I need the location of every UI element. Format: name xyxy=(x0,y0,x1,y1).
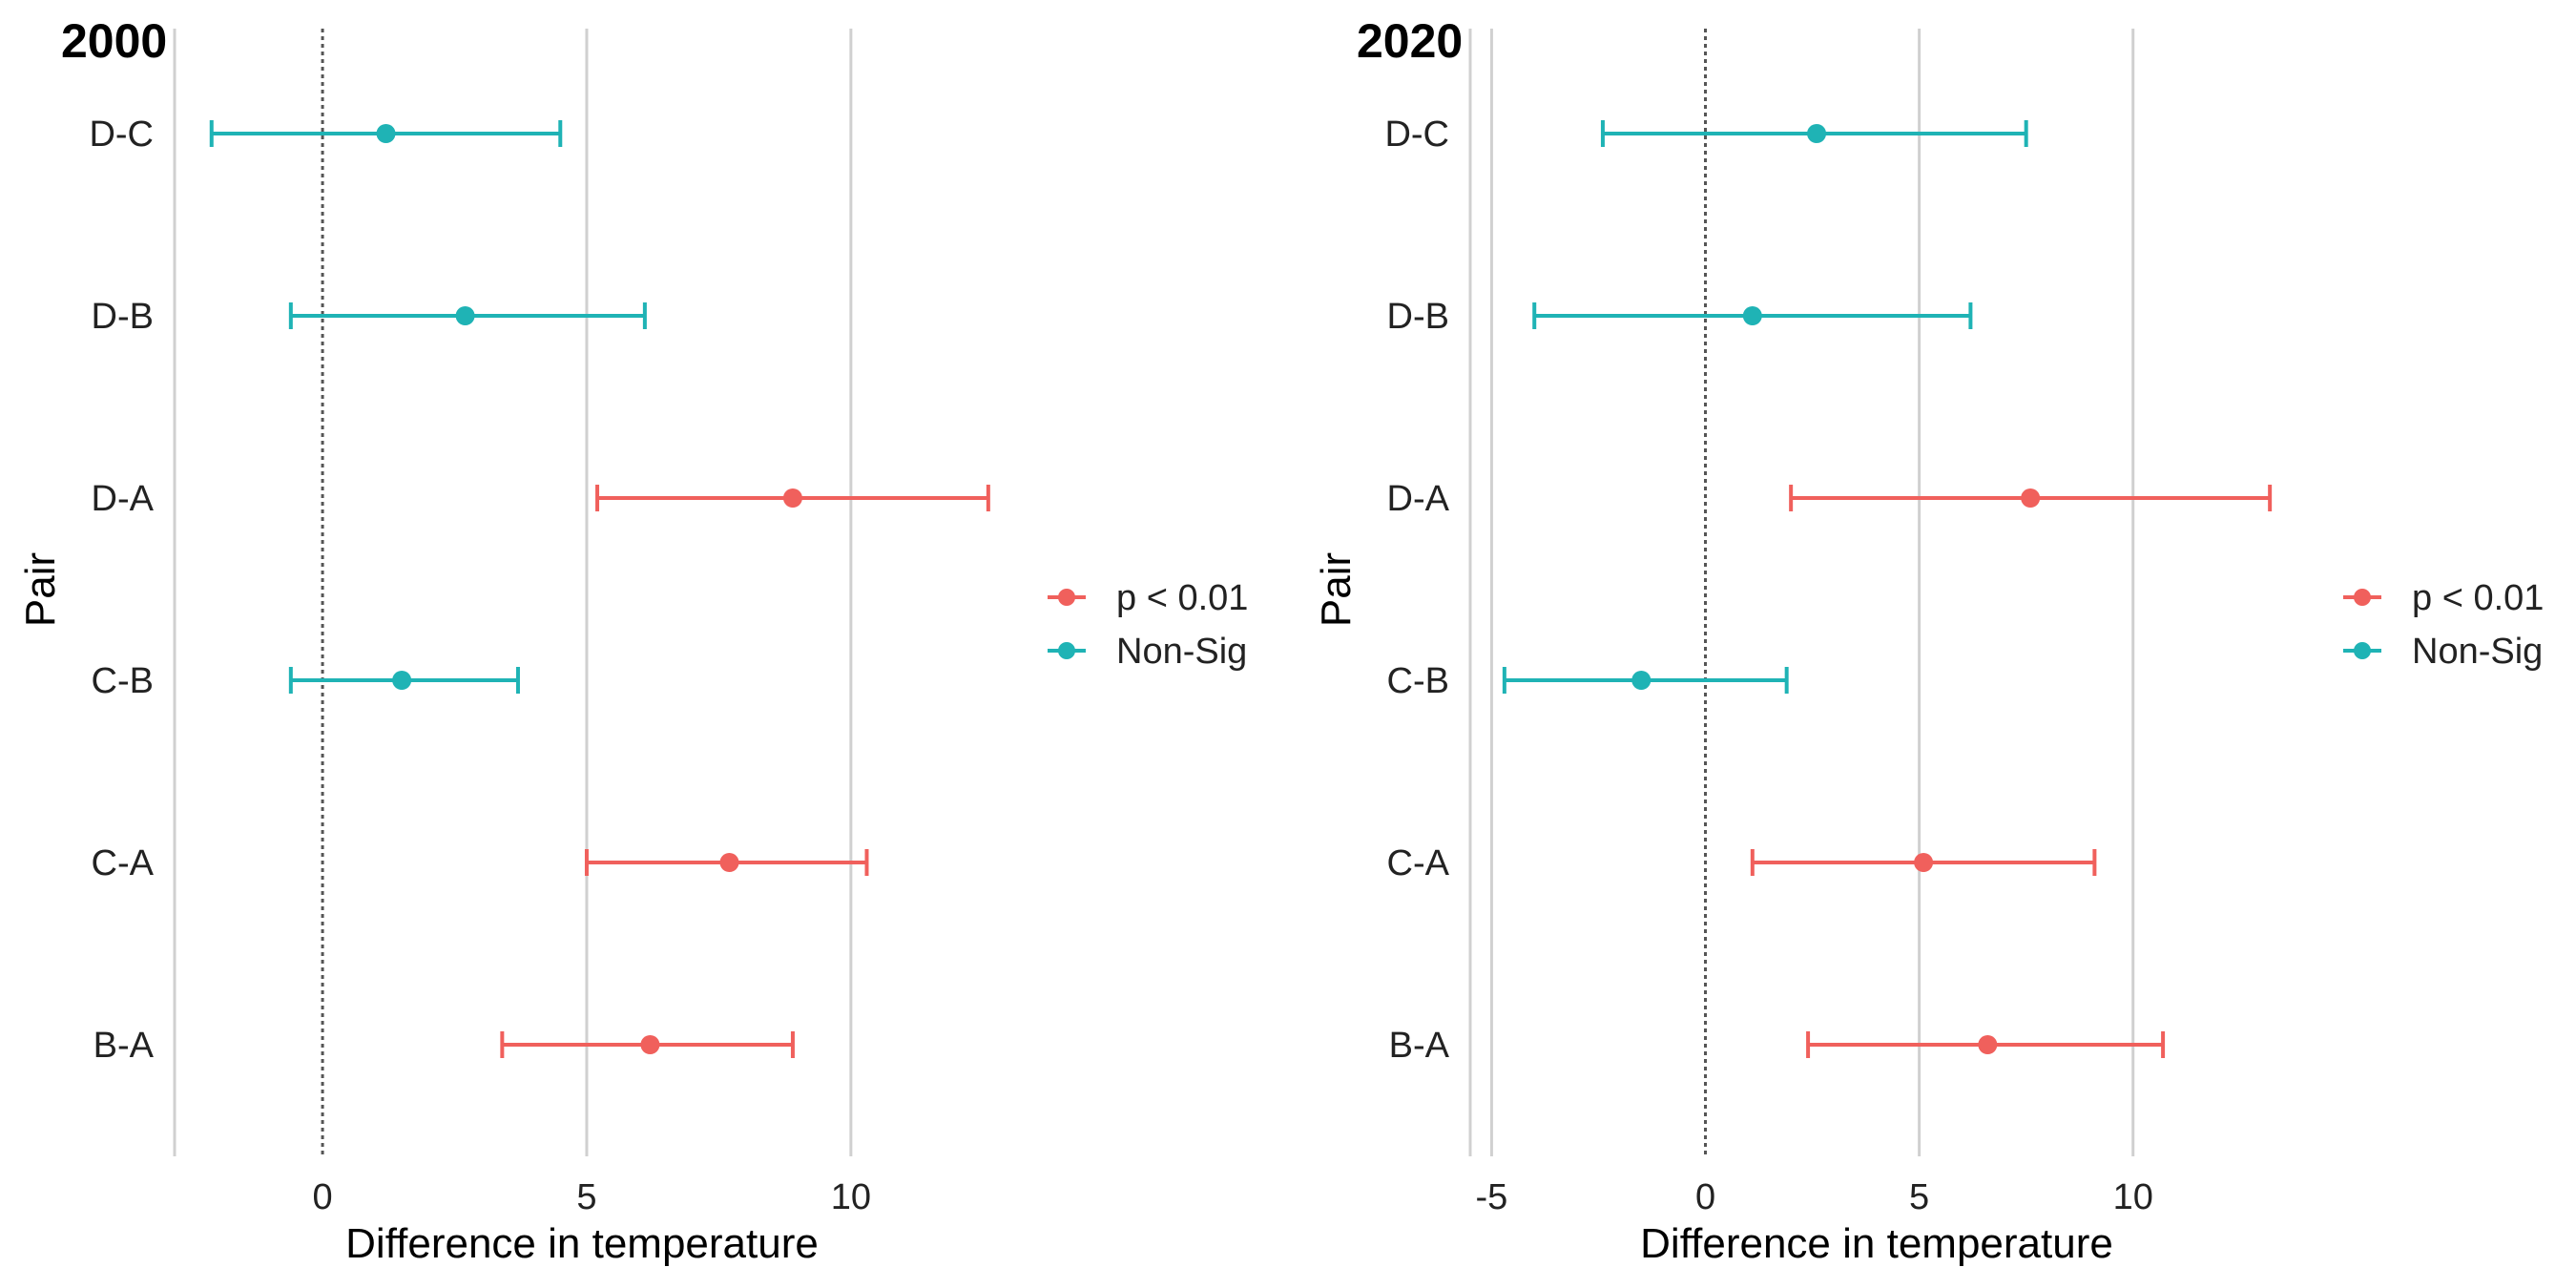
errorbar-d-b xyxy=(1532,302,1973,329)
errorbar-c-a xyxy=(584,849,869,876)
x-tick-label: 5 xyxy=(1909,1177,1929,1217)
errorbar-b-a xyxy=(1806,1031,2166,1058)
legend-label: Non-Sig xyxy=(2412,632,2543,672)
y-tick-label: B-A xyxy=(93,1026,155,1066)
x-tick-label: 10 xyxy=(2113,1177,2153,1217)
estimate-point xyxy=(1978,1035,1998,1054)
legend-item-sig: p < 0.01 xyxy=(1048,578,1248,618)
legend: p < 0.01 Non-Sig xyxy=(1048,578,1248,672)
y-tick-label: C-B xyxy=(92,661,154,701)
y-tick-label: C-B xyxy=(1387,661,1449,701)
estimate-point xyxy=(376,124,396,143)
y-tick-label: D-C xyxy=(89,114,154,155)
estimate-point xyxy=(719,853,739,872)
legend-label: Non-Sig xyxy=(1116,632,1247,672)
errorbar-d-a xyxy=(1789,485,2273,511)
legend-key-dot xyxy=(2354,589,2371,606)
estimate-point xyxy=(392,671,412,690)
y-tick-label: D-A xyxy=(1387,479,1450,519)
x-axis-title: Difference in temperature xyxy=(1640,1220,2113,1267)
legend-label: p < 0.01 xyxy=(1116,578,1248,618)
x-tick-label: 0 xyxy=(1695,1177,1715,1217)
panel-title: 2000 xyxy=(61,14,167,68)
estimate-point xyxy=(640,1035,660,1054)
x-tick-label: 5 xyxy=(576,1177,596,1217)
y-tick-label: C-A xyxy=(92,843,155,883)
errorbar-c-a xyxy=(1750,849,2097,876)
estimate-point xyxy=(1631,671,1652,690)
panel-2000: 0 5 10 D-C D-B D-A C-B C-A B-A 2000 Pair Differe… xyxy=(17,14,1248,1267)
x-tick-label: 10 xyxy=(831,1177,871,1217)
estimate-point xyxy=(782,488,802,508)
y-tick-label: D-B xyxy=(92,297,154,337)
errorbar-c-b xyxy=(288,667,520,694)
errorbar-d-c xyxy=(1600,120,2028,147)
legend-item-nonsig: Non-Sig xyxy=(2343,632,2543,672)
legend-key-dot xyxy=(1058,589,1075,606)
estimate-point xyxy=(1914,853,1934,872)
y-tick-label: C-A xyxy=(1387,843,1450,883)
y-tick-label: D-A xyxy=(92,479,155,519)
x-tick-label: 0 xyxy=(312,1177,332,1217)
plot-area: -5 0 5 10 D-C D-B D-A C-B C-A B-A xyxy=(1384,29,2273,1217)
x-axis-title: Difference in temperature xyxy=(345,1220,819,1267)
errorbar-c-b xyxy=(1502,667,1789,694)
errorbar-d-b xyxy=(288,302,647,329)
estimate-point xyxy=(2021,488,2041,508)
legend: p < 0.01 Non-Sig xyxy=(2343,578,2544,672)
y-axis-title: Pair xyxy=(1313,552,1360,627)
panel-2020: -5 0 5 10 D-C D-B D-A C-B C-A B-A 2020 Pair Diffe… xyxy=(1313,14,2544,1267)
errorbar-b-a xyxy=(500,1031,795,1058)
estimate-point xyxy=(455,306,475,325)
legend-key-dot xyxy=(1058,642,1075,659)
y-axis-title: Pair xyxy=(17,552,64,627)
legend-item-sig: p < 0.01 xyxy=(2343,578,2544,618)
y-tick-label: B-A xyxy=(1389,1026,1450,1066)
estimate-point xyxy=(1807,124,1827,143)
y-tick-label: D-C xyxy=(1384,114,1449,155)
errorbar-d-a xyxy=(595,485,990,511)
plot-area: 0 5 10 D-C D-B D-A C-B C-A B-A xyxy=(89,29,990,1217)
x-tick-label: -5 xyxy=(1476,1177,1508,1217)
y-tick-label: D-B xyxy=(1387,297,1449,337)
estimate-point xyxy=(1742,306,1762,325)
legend-key-dot xyxy=(2354,642,2371,659)
legend-label: p < 0.01 xyxy=(2412,578,2544,618)
errorbar-d-c xyxy=(209,120,563,147)
legend-item-nonsig: Non-Sig xyxy=(1048,632,1247,672)
panel-title: 2020 xyxy=(1357,14,1463,68)
